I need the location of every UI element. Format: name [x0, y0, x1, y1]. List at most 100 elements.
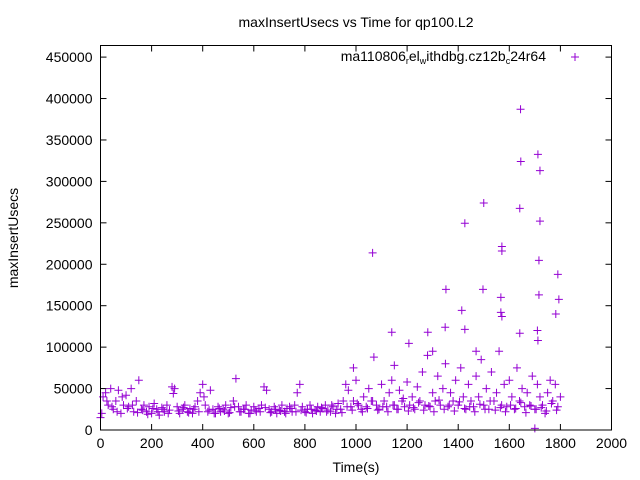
data-point: [495, 347, 504, 356]
data-point: [290, 401, 299, 410]
data-point-outlier: [441, 323, 450, 332]
data-point: [159, 405, 168, 414]
data-point: [502, 402, 511, 411]
data-point: [214, 402, 223, 411]
data-point: [358, 407, 367, 416]
legend-part: ithdbg.cz12b: [426, 48, 506, 64]
data-point: [354, 401, 363, 410]
data-point: [132, 396, 141, 405]
data-point: [122, 391, 131, 400]
data-point: [298, 402, 307, 411]
data-point: [348, 406, 357, 415]
data-point-outlier: [534, 290, 543, 299]
data-point: [119, 401, 128, 410]
data-point: [516, 398, 525, 407]
data-point-outlier: [533, 336, 542, 345]
data-point: [129, 407, 138, 416]
data-point: [521, 408, 530, 417]
data-point: [331, 409, 340, 418]
data-point: [242, 401, 251, 410]
data-point: [225, 408, 234, 417]
legend-part: ma110806: [341, 48, 406, 64]
axis-ticks: 0 200 400 600 800 1000 1200 1400 1600 1800 2000 0 50…: [46, 45, 627, 451]
y-tick-label: 200000: [46, 256, 93, 272]
x-tick-label: 1200: [392, 435, 423, 451]
data-point: [352, 376, 360, 385]
data-point: [433, 372, 442, 381]
data-point: [546, 376, 555, 385]
data-point-outlier: [368, 248, 377, 257]
data-point: [387, 376, 396, 385]
data-point: [527, 401, 536, 410]
data-point: [113, 407, 122, 416]
data-point: [464, 380, 473, 389]
data-point: [286, 404, 295, 413]
data-point: [162, 401, 171, 410]
data-point: [334, 399, 343, 408]
data-point: [111, 396, 120, 405]
data-point: [230, 402, 239, 411]
data-point: [229, 396, 238, 405]
data-point: [97, 409, 106, 418]
data-point-outlier: [457, 306, 466, 315]
data-point: [363, 404, 372, 413]
data-point: [251, 406, 260, 415]
data-point: [138, 406, 147, 415]
data-point: [395, 386, 404, 395]
data-point: [256, 407, 265, 416]
data-point: [106, 384, 115, 393]
legend-marker-symbol: [571, 53, 579, 61]
data-point: [492, 388, 501, 397]
data-point: [372, 401, 381, 410]
data-point: [101, 388, 110, 397]
y-tick-label: 50000: [54, 381, 93, 397]
data-point: [441, 359, 450, 368]
data-point: [440, 405, 449, 414]
data-point-outlier: [460, 325, 469, 334]
y-tick-label: 0: [85, 422, 93, 438]
data-point: [373, 406, 382, 415]
data-point: [435, 396, 444, 405]
data-point: [339, 396, 348, 405]
data-point: [394, 405, 403, 414]
data-point: [201, 401, 210, 410]
data-point-outlier: [496, 293, 505, 302]
data-point: [143, 410, 152, 419]
data-point: [496, 403, 505, 412]
data-point: [185, 404, 194, 413]
data-point: [385, 388, 394, 397]
data-point: [418, 367, 427, 376]
y-tick-label: 150000: [46, 298, 93, 314]
data-point: [454, 401, 463, 410]
data-point: [507, 392, 516, 401]
data-point: [104, 401, 113, 410]
y-tick-label: 100000: [46, 339, 93, 355]
data-point: [184, 408, 193, 417]
y-tick-label: 350000: [46, 132, 93, 148]
data-point: [235, 407, 244, 416]
data-point: [343, 402, 352, 411]
plot-border: [100, 45, 612, 431]
data-point: [317, 403, 326, 412]
data-point: [383, 407, 392, 416]
data-point: [133, 408, 142, 417]
data-point: [543, 388, 552, 397]
data-point: [188, 409, 197, 418]
data-points: [96, 105, 565, 433]
data-point: [445, 401, 454, 410]
data-point-outlier: [530, 424, 539, 433]
data-point: [277, 401, 286, 410]
data-point: [389, 401, 398, 410]
data-point-outlier: [551, 309, 560, 318]
y-tick-label: 300000: [46, 173, 93, 189]
data-point: [275, 406, 284, 415]
data-point-outlier: [533, 150, 542, 159]
data-point: [408, 392, 417, 401]
legend-part: c: [506, 56, 511, 66]
data-point: [150, 399, 159, 408]
x-tick-label: 1000: [340, 435, 371, 451]
data-point-outlier: [478, 285, 487, 294]
y-axis-label: maxInsertUsecs: [5, 188, 21, 288]
data-point: [535, 392, 544, 401]
data-point: [482, 384, 491, 393]
